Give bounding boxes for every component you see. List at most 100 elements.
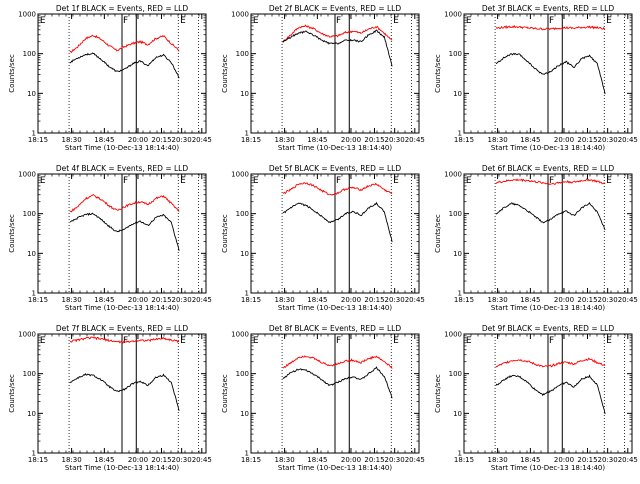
x-tick-label: 18:30 — [62, 456, 82, 464]
x-tick-label: 20:45 — [618, 136, 638, 144]
y-tick-label: 10 — [240, 90, 249, 98]
y-tick-label: 1000 — [18, 11, 36, 19]
y-tick-label: 1 — [32, 450, 36, 458]
y-tick-label: 10 — [27, 410, 36, 418]
x-tick-label: 20:45 — [405, 136, 425, 144]
x-tick-label: 20:00 — [128, 456, 148, 464]
marker-letter: F — [123, 176, 128, 186]
y-tick-label: 100 — [23, 210, 36, 218]
marker-letter: F — [549, 336, 554, 346]
x-tick-label: 20:30 — [598, 136, 618, 144]
y-tick-label: 1000 — [231, 171, 249, 179]
marker-letter: E — [393, 176, 399, 186]
x-tick-label: 20:15 — [364, 296, 384, 304]
chart-panel: Det 2f BLACK = Events, RED = LLD 1 10 100 10… — [221, 4, 425, 152]
x-tick-label: 20:00 — [128, 136, 148, 144]
marker-letter: E — [606, 16, 612, 26]
x-axis-label: Start Time (10-Dec-13 18:14:40) — [65, 304, 179, 312]
x-axis-label: Start Time (10-Dec-13 18:14:40) — [491, 144, 605, 152]
marker-letter: F — [549, 16, 554, 26]
x-tick-label: 18:45 — [94, 456, 114, 464]
x-tick-label: 18:30 — [488, 136, 508, 144]
y-tick-label: 1 — [32, 290, 36, 298]
x-tick-label: 20:15 — [151, 136, 171, 144]
marker-letter: F — [336, 16, 341, 26]
chart-panel: Det 8f BLACK = Events, RED = LLD 1 10 100 10… — [221, 324, 425, 472]
y-tick-label: 1 — [458, 290, 462, 298]
y-axis-label: Counts/sec — [221, 54, 229, 93]
series-events-line — [69, 52, 180, 79]
marker-letter: E — [393, 336, 399, 346]
y-tick-label: 1 — [458, 130, 462, 138]
y-tick-label: 1000 — [18, 331, 36, 339]
series-events-line — [495, 201, 606, 231]
series-events-line — [69, 212, 180, 251]
marker-letter: E — [606, 336, 612, 346]
y-tick-label: 100 — [236, 50, 249, 58]
marker-letter: E — [466, 16, 472, 26]
y-tick-label: 1000 — [444, 171, 462, 179]
marker-letter: E — [253, 176, 259, 186]
y-tick-label: 1000 — [231, 331, 249, 339]
y-tick-label: 100 — [236, 370, 249, 378]
x-tick-label: 18:15 — [241, 136, 261, 144]
panel-title: Det 4f BLACK = Events, RED = LLD — [56, 164, 189, 173]
x-tick-label: 20:00 — [341, 296, 361, 304]
x-tick-label: 18:45 — [94, 296, 114, 304]
chart-panel: Det 1f BLACK = Events, RED = LLD 1 10 100 10… — [8, 4, 212, 152]
panel-title: Det 2f BLACK = Events, RED = LLD — [269, 4, 402, 13]
marker-letter: E — [466, 336, 472, 346]
series-lld-line — [495, 178, 606, 185]
marker-letter: E — [40, 176, 46, 186]
y-tick-label: 1 — [458, 450, 462, 458]
marker-letter: E — [606, 176, 612, 186]
panel-title: Det 7f BLACK = Events, RED = LLD — [56, 324, 189, 333]
y-axis-label: Counts/sec — [8, 54, 16, 93]
marker-letter: E — [466, 176, 472, 186]
x-tick-label: 18:15 — [241, 456, 261, 464]
chart-panel: Det 4f BLACK = Events, RED = LLD 1 10 100 10… — [8, 164, 212, 312]
x-axis-label: Start Time (10-Dec-13 18:14:40) — [278, 144, 392, 152]
x-tick-label: 20:00 — [554, 136, 574, 144]
y-axis-label: Counts/sec — [8, 374, 16, 413]
marker-letter: F — [336, 336, 341, 346]
y-tick-label: 100 — [449, 370, 462, 378]
marker-letter: E — [180, 336, 186, 346]
x-tick-label: 20:30 — [172, 456, 192, 464]
series-lld-line — [495, 357, 606, 368]
marker-letter: E — [253, 16, 259, 26]
series-lld-line — [282, 182, 393, 196]
y-tick-label: 1000 — [231, 11, 249, 19]
y-tick-label: 10 — [453, 250, 462, 258]
series-lld-line — [495, 25, 606, 31]
marker-letter: F — [336, 176, 341, 186]
x-tick-label: 18:45 — [520, 136, 540, 144]
y-tick-label: 1 — [245, 450, 249, 458]
y-axis-label: Counts/sec — [8, 214, 16, 253]
x-tick-label: 20:30 — [385, 456, 405, 464]
series-events-line — [282, 29, 393, 67]
series-events-line — [282, 366, 393, 399]
marker-letter: E — [40, 16, 46, 26]
x-tick-label: 20:15 — [364, 456, 384, 464]
x-tick-label: 18:15 — [454, 456, 474, 464]
chart-panel: Det 3f BLACK = Events, RED = LLD 1 10 100 10… — [434, 4, 638, 152]
x-tick-label: 20:45 — [405, 296, 425, 304]
y-tick-label: 1000 — [18, 171, 36, 179]
y-tick-label: 10 — [453, 410, 462, 418]
x-tick-label: 18:30 — [275, 456, 295, 464]
series-lld-line — [282, 355, 393, 369]
x-tick-label: 20:00 — [341, 456, 361, 464]
y-tick-label: 1 — [32, 130, 36, 138]
x-tick-label: 20:45 — [192, 456, 212, 464]
series-lld-line — [69, 336, 180, 344]
y-tick-label: 10 — [27, 250, 36, 258]
marker-letter: F — [123, 336, 128, 346]
x-tick-label: 18:45 — [307, 136, 327, 144]
x-tick-label: 20:30 — [172, 296, 192, 304]
x-tick-label: 18:15 — [454, 136, 474, 144]
series-lld-line — [282, 24, 393, 43]
x-tick-label: 18:30 — [488, 296, 508, 304]
x-tick-label: 20:30 — [385, 296, 405, 304]
